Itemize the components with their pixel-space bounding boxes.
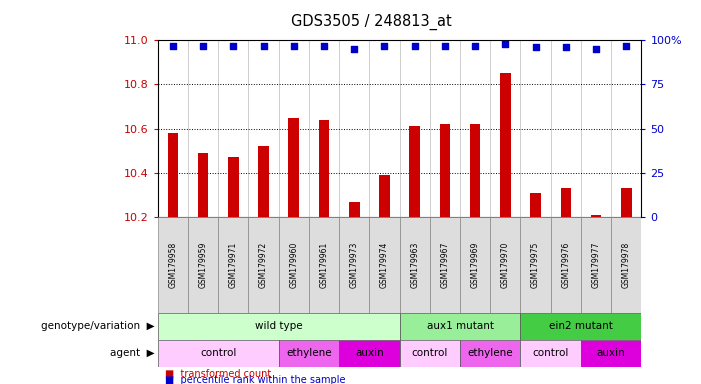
Text: GSM179960: GSM179960 <box>290 242 298 288</box>
Point <box>530 44 541 50</box>
Point <box>258 43 269 49</box>
Bar <box>490 217 521 313</box>
Bar <box>611 217 641 313</box>
Bar <box>289 118 299 217</box>
Bar <box>278 217 309 313</box>
Point <box>379 43 390 49</box>
Bar <box>218 217 248 313</box>
Text: control: control <box>200 348 236 358</box>
Bar <box>470 124 480 217</box>
Text: GSM179971: GSM179971 <box>229 242 238 288</box>
Text: GSM179967: GSM179967 <box>440 242 449 288</box>
Point <box>168 43 179 49</box>
Text: GSM179963: GSM179963 <box>410 242 419 288</box>
Text: GSM179976: GSM179976 <box>562 242 571 288</box>
Bar <box>158 217 188 313</box>
Point <box>348 46 360 52</box>
Bar <box>400 313 521 340</box>
Text: GSM179978: GSM179978 <box>622 242 631 288</box>
Bar <box>551 217 581 313</box>
Text: GSM179972: GSM179972 <box>259 242 268 288</box>
Bar <box>369 217 400 313</box>
Bar <box>581 217 611 313</box>
Bar <box>440 124 450 217</box>
Bar <box>400 340 460 367</box>
Bar <box>278 340 339 367</box>
Text: GSM179959: GSM179959 <box>198 242 207 288</box>
Text: GSM179958: GSM179958 <box>168 242 177 288</box>
Text: control: control <box>411 348 448 358</box>
Text: GDS3505 / 248813_at: GDS3505 / 248813_at <box>291 13 452 30</box>
Bar <box>521 217 551 313</box>
Bar <box>521 340 581 367</box>
Text: ■  transformed count: ■ transformed count <box>165 369 271 379</box>
Bar <box>500 73 510 217</box>
Point <box>288 43 299 49</box>
Text: auxin: auxin <box>355 348 383 358</box>
Text: ethylene: ethylene <box>286 348 332 358</box>
Bar <box>339 217 369 313</box>
Bar <box>379 175 390 217</box>
Point <box>318 43 329 49</box>
Text: auxin: auxin <box>597 348 625 358</box>
Text: ethylene: ethylene <box>468 348 513 358</box>
Bar <box>460 340 521 367</box>
Text: ■  percentile rank within the sample: ■ percentile rank within the sample <box>165 375 345 384</box>
Text: agent  ▶: agent ▶ <box>109 348 154 358</box>
Point <box>620 43 632 49</box>
Bar <box>319 120 329 217</box>
Point <box>500 41 511 47</box>
Bar <box>248 217 279 313</box>
Bar <box>349 202 360 217</box>
Bar <box>168 133 178 217</box>
Bar <box>561 188 571 217</box>
Text: GSM179975: GSM179975 <box>531 242 540 288</box>
Text: aux1 mutant: aux1 mutant <box>426 321 494 331</box>
Point <box>409 43 421 49</box>
Text: ein2 mutant: ein2 mutant <box>549 321 613 331</box>
Bar <box>339 340 400 367</box>
Text: GSM179977: GSM179977 <box>592 242 601 288</box>
Bar <box>409 126 420 217</box>
Text: genotype/variation  ▶: genotype/variation ▶ <box>41 321 154 331</box>
Point <box>228 43 239 49</box>
Text: GSM179969: GSM179969 <box>470 242 479 288</box>
Bar <box>430 217 460 313</box>
Text: GSM179974: GSM179974 <box>380 242 389 288</box>
Point <box>470 43 481 49</box>
Point <box>590 46 601 52</box>
Bar <box>521 313 641 340</box>
Bar <box>400 217 430 313</box>
Text: wild type: wild type <box>255 321 302 331</box>
Bar <box>621 188 632 217</box>
Text: GSM179970: GSM179970 <box>501 242 510 288</box>
Bar <box>228 157 238 217</box>
Bar <box>591 215 601 217</box>
Point <box>198 43 209 49</box>
Bar <box>198 153 208 217</box>
Bar <box>460 217 490 313</box>
Bar <box>531 193 541 217</box>
Bar <box>309 217 339 313</box>
Point <box>560 44 571 50</box>
Bar <box>158 313 400 340</box>
Text: control: control <box>533 348 569 358</box>
Bar <box>188 217 218 313</box>
Text: GSM179973: GSM179973 <box>350 242 359 288</box>
Text: GSM179961: GSM179961 <box>320 242 329 288</box>
Bar <box>581 340 641 367</box>
Bar <box>158 340 278 367</box>
Point <box>440 43 451 49</box>
Bar <box>258 146 268 217</box>
